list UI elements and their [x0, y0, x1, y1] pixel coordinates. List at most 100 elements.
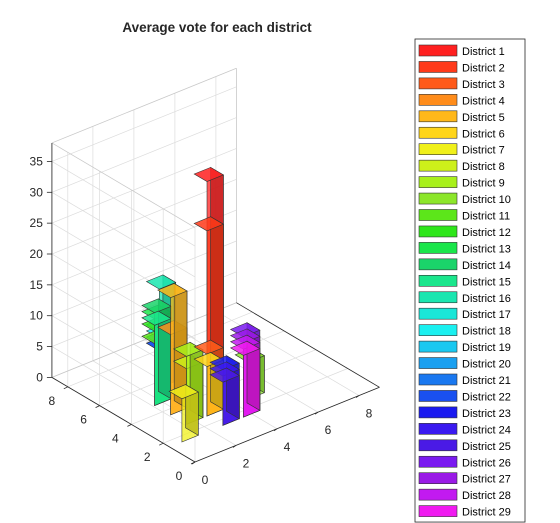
- legend-label: District 17: [462, 309, 511, 321]
- bar-district-15: [141, 310, 172, 406]
- bar-district-7: [168, 384, 199, 443]
- y-tick-label: 8: [48, 394, 55, 408]
- legend-item: District 25: [418, 439, 511, 453]
- legend-item: District 1: [418, 44, 505, 58]
- x-tick-mark: [314, 411, 319, 415]
- legend-swatch: [418, 340, 458, 353]
- legend-swatch: [418, 274, 458, 287]
- x-tick-label: 6: [325, 423, 332, 437]
- legend-label: District 12: [462, 227, 511, 239]
- legend-label: District 15: [462, 276, 511, 288]
- legend-label: District 5: [462, 112, 505, 124]
- legend-label: District 28: [462, 490, 511, 502]
- y-tick-label: 0: [176, 469, 183, 483]
- legend-swatch: [418, 258, 458, 271]
- legend-item: District 20: [418, 357, 511, 371]
- y-tick-mark: [127, 424, 132, 427]
- legend-label: District 11: [462, 211, 510, 223]
- z-tick-label: 0: [36, 370, 43, 384]
- legend-label: District 19: [462, 342, 511, 354]
- axis-line: [51, 377, 196, 463]
- legend-swatch: [418, 209, 458, 221]
- legend-label: District 13: [462, 243, 511, 255]
- axis-line: [194, 386, 380, 463]
- bar-top-face: [168, 384, 199, 400]
- y-tick-mark: [159, 442, 164, 446]
- legend-swatch: [418, 143, 458, 155]
- legend-item: District 6: [418, 126, 505, 140]
- x-tick-mark: [355, 395, 360, 398]
- x-tick-label: 0: [202, 473, 209, 487]
- z-tick-label: 35: [30, 154, 44, 168]
- legend-label: District 23: [462, 408, 511, 420]
- legend-label: District 7: [462, 145, 505, 157]
- z-tick-label: 15: [30, 278, 44, 292]
- legend-swatch: [418, 110, 458, 123]
- grid-line: [92, 360, 237, 446]
- x-tick-label: 2: [243, 456, 250, 470]
- legend-label: District 20: [462, 359, 511, 371]
- bar-district-25: [209, 367, 240, 426]
- legend-label: District 14: [462, 260, 511, 272]
- z-tick-label: 30: [30, 185, 44, 199]
- legend-swatch: [418, 307, 458, 320]
- grid-line: [215, 310, 360, 396]
- legend-item: District 27: [418, 472, 511, 486]
- legend-item: District 7: [418, 143, 505, 157]
- legend-label: District 27: [462, 474, 511, 486]
- x-tick-label: 4: [284, 440, 291, 454]
- legend-label: District 18: [462, 326, 511, 338]
- legend-label: District 6: [462, 128, 505, 140]
- legend-swatch: [418, 472, 458, 485]
- legend-item: District 4: [418, 94, 505, 107]
- legend-label: District 1: [462, 46, 505, 58]
- legend-item: District 2: [418, 61, 505, 74]
- bar-top-face: [193, 216, 225, 232]
- bar-top-face: [173, 341, 204, 357]
- x-tick-mark: [273, 428, 278, 432]
- y-tick-label: 6: [80, 413, 87, 427]
- y-tick-label: 4: [112, 431, 119, 445]
- legend-swatch: [418, 225, 458, 238]
- legend-label: District 24: [462, 424, 511, 436]
- legend-swatch: [418, 159, 458, 172]
- legend-swatch: [418, 242, 458, 254]
- legend-label: District 25: [462, 441, 511, 453]
- y-tick-mark: [95, 405, 100, 408]
- legend-swatch: [418, 488, 458, 501]
- legend-item: District 5: [418, 110, 505, 124]
- bar-top-face: [193, 167, 225, 182]
- legend-item: District 16: [418, 291, 511, 305]
- bar-top-face: [229, 340, 261, 356]
- legend-label: District 29: [462, 507, 511, 519]
- legend-label: District 10: [462, 194, 511, 206]
- axes-frame-edge: [51, 302, 237, 378]
- legend-swatch: [418, 455, 458, 468]
- legend-item: District 10: [418, 192, 511, 206]
- legend-swatch: [418, 373, 458, 386]
- legend-label: District 4: [462, 95, 505, 107]
- bar-top-face: [145, 274, 177, 290]
- axes-frame-edge: [51, 67, 237, 144]
- z-tick-label: 5: [36, 340, 43, 354]
- legend-swatch: [418, 291, 458, 304]
- legend-label: District 9: [462, 178, 505, 190]
- legend-item: District 14: [418, 258, 511, 272]
- legend-swatch: [418, 390, 458, 402]
- legend-item: District 28: [418, 488, 511, 502]
- legend-item: District 3: [418, 77, 505, 91]
- legend-label: District 3: [462, 79, 505, 91]
- legend-label: District 2: [462, 62, 505, 74]
- bar-top-face: [209, 367, 240, 383]
- legend-swatch: [418, 176, 458, 188]
- x-tick-label: 8: [366, 407, 373, 421]
- legend: District 1 District 2 District 3 District 4…: [414, 38, 526, 523]
- bars-group: [141, 166, 266, 443]
- legend-item: District 11: [418, 209, 510, 223]
- legend-item: District 29: [418, 505, 511, 519]
- x-tick-mark: [232, 445, 237, 448]
- legend-item: District 22: [418, 390, 511, 403]
- bar-district-29: [229, 340, 261, 418]
- legend-item: District 19: [418, 340, 511, 354]
